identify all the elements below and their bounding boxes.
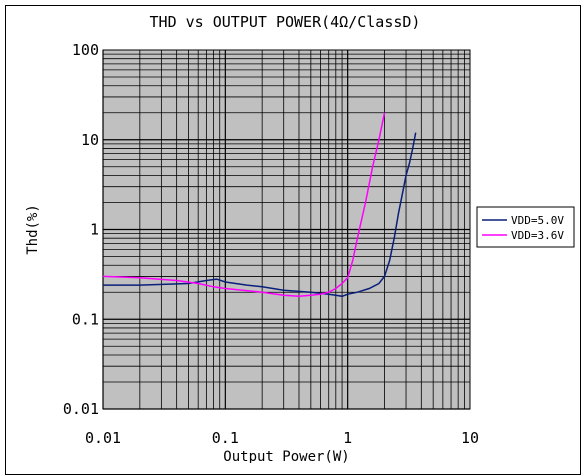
legend: VDD=5.0V VDD=3.6V [476, 206, 575, 248]
x-tick-label: 10 [461, 429, 479, 447]
chart-title: THD vs OUTPUT POWER(4Ω/ClassD) [150, 13, 421, 31]
x-tick-label: 0.01 [85, 429, 121, 447]
legend-label-1: VDD=5.0V [511, 214, 564, 227]
y-tick-label: 0.1 [72, 310, 99, 328]
x-axis-label: Output Power(W) [223, 449, 349, 463]
y-tick-labels: 0.01 0.1 1 10 100 [63, 41, 99, 418]
thd-chart: 0.01 0.1 1 10 100 0.01 0.1 1 10 THD vs OUTPUT P… [25, 13, 575, 463]
x-tick-label: 1 [343, 429, 352, 447]
y-tick-label: 0.01 [63, 400, 99, 418]
series-line-2 [102, 112, 386, 298]
series-layer [102, 112, 417, 298]
x-tick-label: 0.1 [212, 429, 239, 447]
x-tick-labels: 0.01 0.1 1 10 [85, 429, 479, 447]
y-axis-label: Thd(%) [25, 204, 41, 255]
legend-label-2: VDD=3.6V [511, 229, 564, 242]
legend-box [476, 206, 575, 248]
plot-border [102, 49, 471, 410]
y-tick-label: 1 [90, 221, 99, 239]
series-line-1 [103, 132, 417, 298]
y-tick-label: 100 [72, 41, 99, 59]
y-tick-label: 10 [81, 131, 99, 149]
